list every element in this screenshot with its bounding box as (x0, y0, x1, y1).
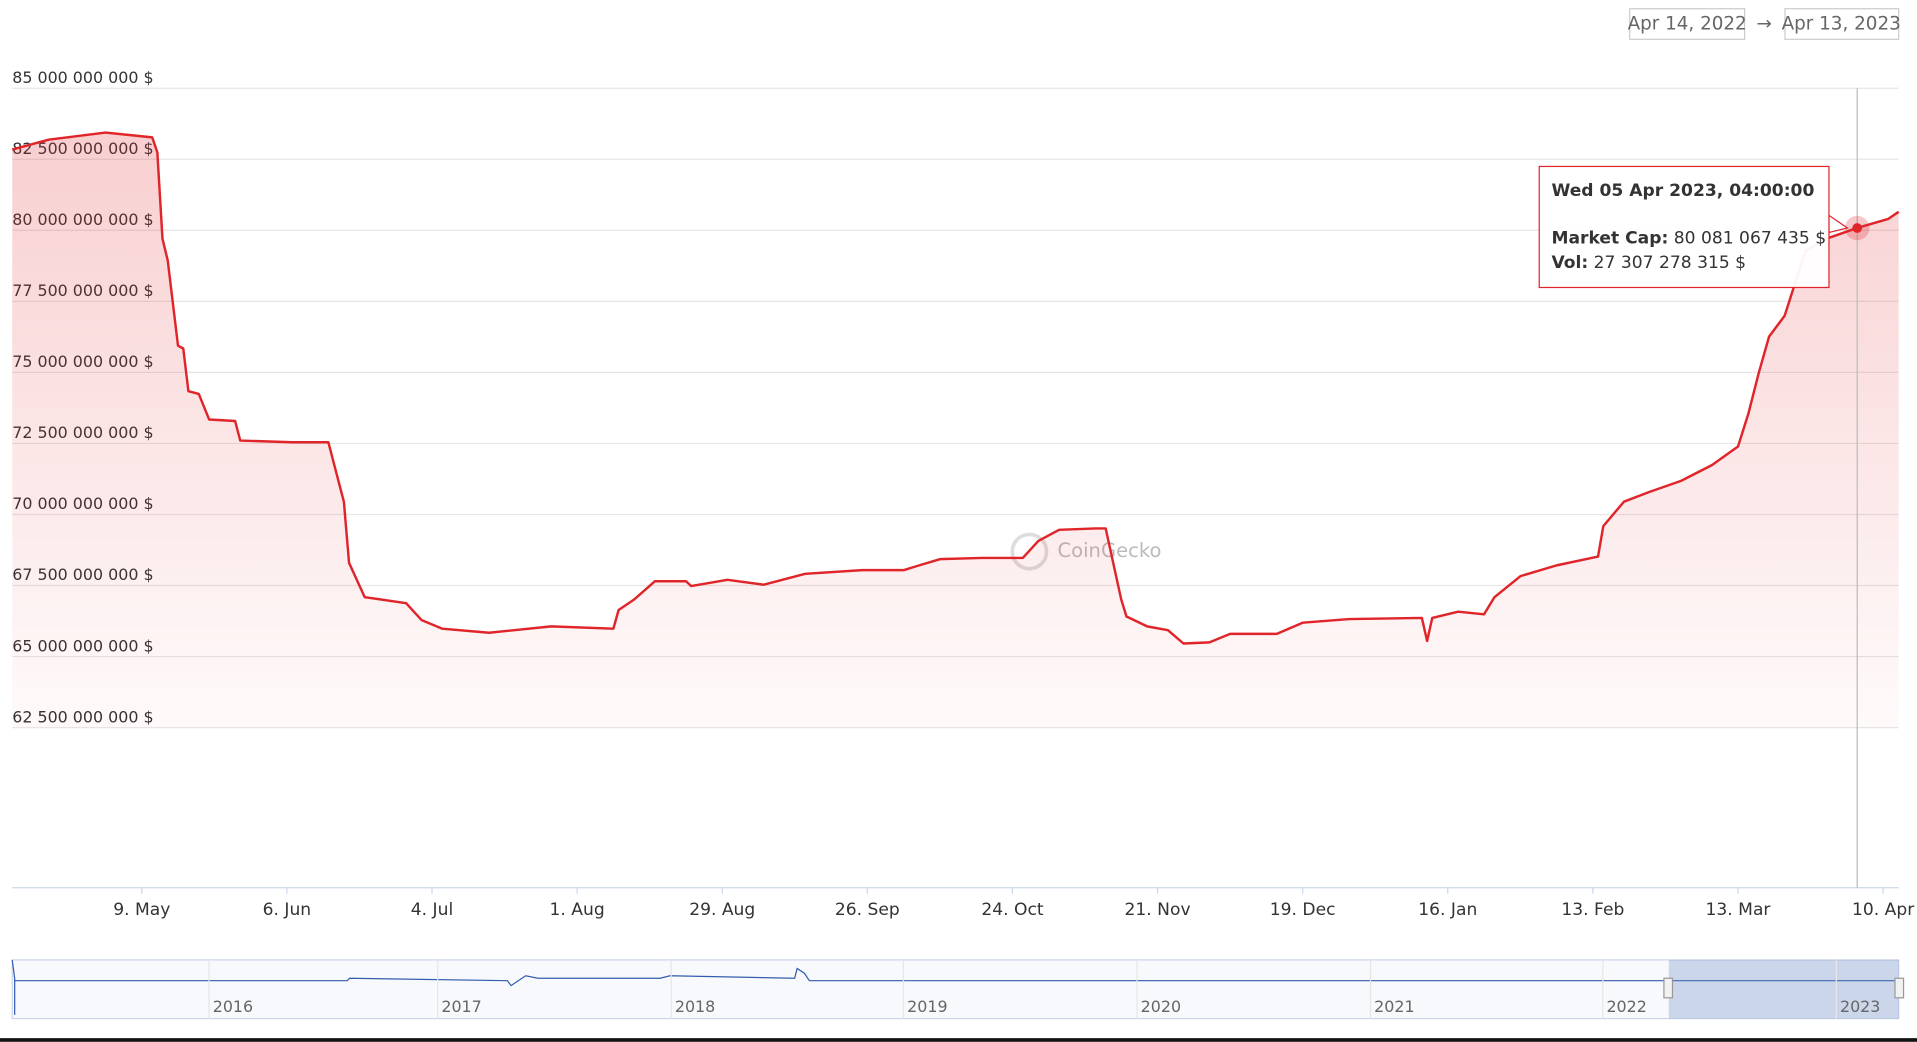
x-tick-label: 24. Oct (981, 900, 1044, 920)
date-from-box[interactable] (1629, 8, 1746, 40)
line (11, 131, 1900, 645)
date-to[interactable]: Apr 13, 2023 (1782, 14, 1901, 35)
x-tick-label: 29. Aug (689, 900, 755, 920)
navigator-year: 2021 (1374, 997, 1414, 1016)
navigator-year: 2019 (907, 997, 947, 1016)
tooltip-title: Wed 05 Apr 2023, 04:00:00 (1551, 181, 1814, 201)
hover-point (1852, 223, 1863, 233)
x-tick-label: 9. May (113, 900, 170, 920)
navigator-frame (11, 959, 1900, 1020)
x-tick-label: 4. Jul (411, 900, 453, 920)
x-tick-label: 16. Jan (1418, 900, 1477, 920)
x-tick-label: 6. Jun (263, 900, 312, 920)
tooltip-item-value: 80 081 067 435 $ (1674, 229, 1826, 249)
date-to-box[interactable] (1784, 8, 1900, 40)
x-tick-label: 21. Nov (1125, 900, 1191, 920)
navigator-year: 2020 (1141, 997, 1181, 1016)
tooltip-item-label: Market Cap: (1551, 229, 1668, 249)
area (12, 132, 1899, 728)
date-separator: → (1756, 14, 1771, 35)
navigator-selection[interactable] (1668, 959, 1899, 1019)
x-tick-label: 26. Sep (835, 900, 900, 920)
x-tick-label: 13. Mar (1706, 900, 1772, 920)
x-tick-label: 10. Apr (1852, 900, 1915, 920)
navigator-handle[interactable] (1663, 977, 1674, 999)
tooltip-item-value: 27 307 278 315 $ (1594, 253, 1746, 273)
x-tick-label: 1. Aug (550, 900, 605, 920)
bottom-edge (0, 1038, 1917, 1042)
navigator-year: 2022 (1606, 997, 1646, 1016)
navigator: 2016 2017 2018 2019 2020 2021 2022 2023 (11, 959, 1905, 1020)
navigator-year: 2016 (213, 997, 253, 1016)
navigator-year: 2017 (441, 997, 481, 1016)
tooltip-item: Vol: 27 307 278 315 $ (1551, 253, 1746, 273)
navigator-year: 2018 (675, 997, 715, 1016)
navigator-handle[interactable] (1894, 977, 1905, 999)
tooltip (1538, 165, 1830, 289)
date-from[interactable]: Apr 14, 2022 (1628, 14, 1747, 35)
x-tick-label: 13. Feb (1561, 900, 1624, 920)
navigator-line (11, 959, 1899, 1015)
x-tick-label: 19. Dec (1270, 900, 1336, 920)
tooltip-item: Market Cap: 80 081 067 435 $ (1551, 229, 1826, 249)
y-tick-label: 85 000 000 000 $ (12, 68, 153, 87)
tooltip-item-label: Vol: (1551, 253, 1588, 273)
navigator-year: 2023 (1840, 997, 1880, 1016)
